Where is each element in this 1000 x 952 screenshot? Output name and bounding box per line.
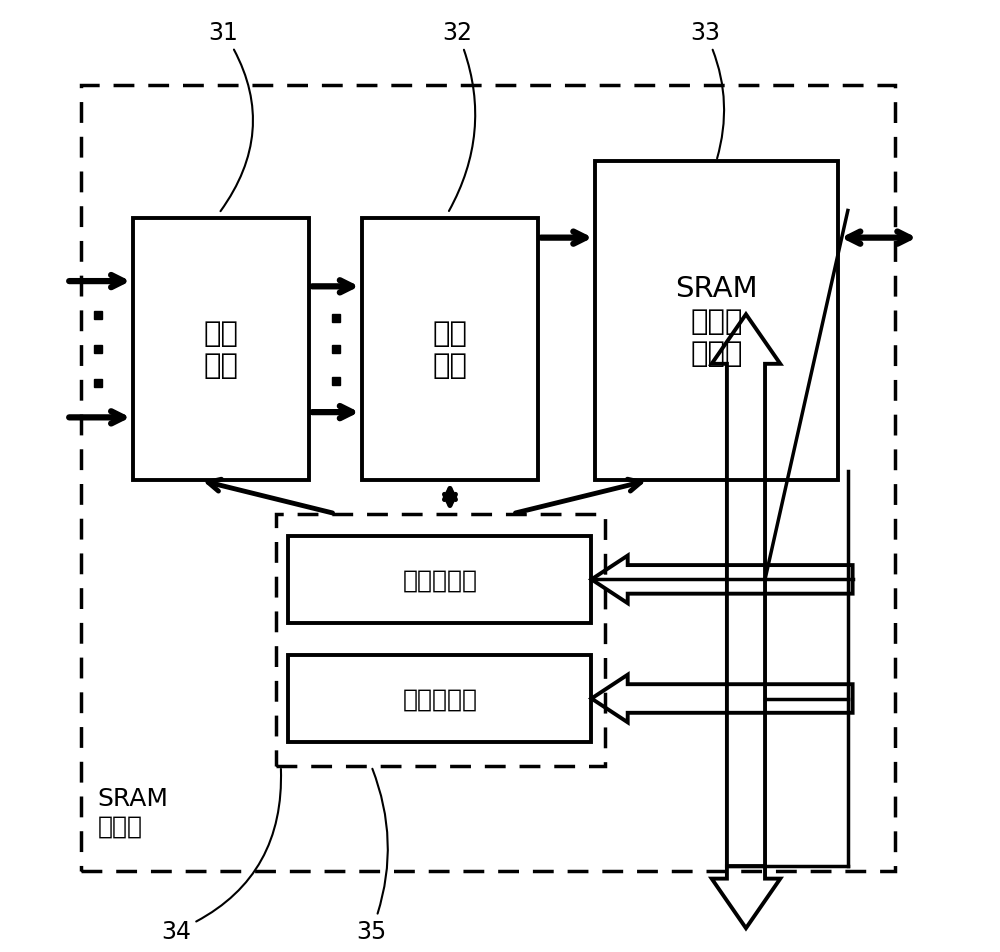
Text: 过滤
模块: 过滤 模块 <box>204 320 239 380</box>
Text: 35: 35 <box>356 769 388 943</box>
Bar <box>276 514 605 766</box>
Text: 控制寄存器: 控制寄存器 <box>402 567 477 592</box>
Bar <box>81 86 895 871</box>
Text: 32: 32 <box>442 21 475 211</box>
Text: SRAM
读写控
制模块: SRAM 读写控 制模块 <box>675 275 758 367</box>
Text: SRAM
控制器: SRAM 控制器 <box>98 786 169 838</box>
Bar <box>133 219 309 481</box>
Bar <box>362 219 538 481</box>
Bar <box>288 536 591 624</box>
Text: 33: 33 <box>690 21 724 159</box>
Text: 混合
模块: 混合 模块 <box>432 320 467 380</box>
Bar <box>595 162 838 481</box>
Text: 状态寄存器: 状态寄存器 <box>402 686 477 711</box>
Text: 31: 31 <box>209 21 253 212</box>
Text: 34: 34 <box>161 769 281 943</box>
Bar <box>288 655 591 743</box>
